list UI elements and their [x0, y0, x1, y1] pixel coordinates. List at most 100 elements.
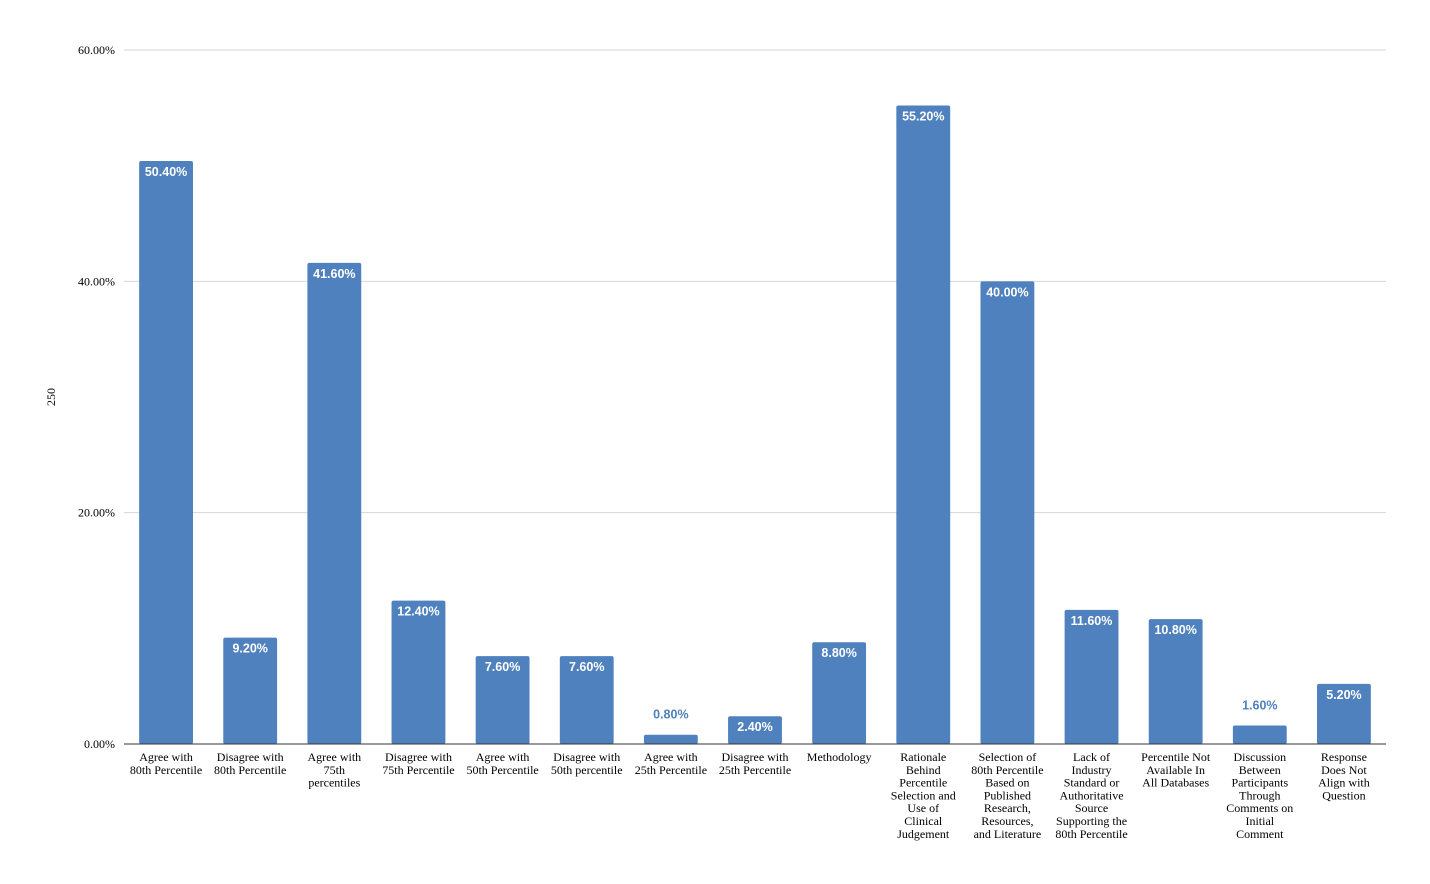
- x-category-label-line: Industry: [1072, 763, 1112, 777]
- x-category-label-line: Initial: [1245, 814, 1274, 828]
- x-category-label-line: Resources,: [981, 814, 1033, 828]
- x-category-label: Agree with 75th percentiles: [308, 750, 362, 790]
- data-label: 9.20%: [232, 642, 267, 656]
- data-label: 11.60%: [1071, 614, 1113, 628]
- x-category-label-line: Authoritative: [1060, 788, 1124, 802]
- x-category-label: Discussion Between Participants Through Comm…: [1226, 750, 1293, 841]
- bar: [1148, 619, 1203, 744]
- x-category-label-line: and Literature: [974, 827, 1042, 841]
- x-category-label-line: Disagree with: [217, 750, 284, 764]
- x-category-label-line: Based on: [985, 776, 1029, 790]
- x-category-label-line: Selection and: [891, 788, 956, 802]
- x-category-label: Selection of 80th Percentile Based on Publi…: [971, 750, 1043, 841]
- data-label: 10.80%: [1154, 623, 1196, 637]
- x-category-label-line: All Databases: [1142, 776, 1209, 790]
- data-label: 5.20%: [1326, 688, 1361, 702]
- bar: [728, 716, 782, 744]
- x-category-label-line: Through: [1239, 788, 1280, 802]
- data-label: 0.80%: [653, 708, 688, 722]
- x-category-label-line: Supporting the: [1056, 814, 1127, 828]
- data-label: 1.60%: [1242, 698, 1277, 712]
- x-category-label-line: percentiles: [308, 776, 360, 790]
- y-tick-label: 40.00%: [78, 274, 115, 288]
- x-category-label-line: Disagree with: [385, 750, 452, 764]
- x-category-label-line: Rationale: [900, 750, 946, 764]
- x-category-label: Agree with 80th Percentile: [130, 750, 202, 777]
- bar: [812, 642, 867, 744]
- x-category-label-line: Comment: [1236, 827, 1284, 841]
- x-category-label-line: Behind: [906, 763, 941, 777]
- x-category-label: Response Does Not Align with Question: [1318, 750, 1370, 802]
- x-category-label-line: Percentile: [899, 776, 947, 790]
- x-category-label: Agree with 50th Percentile: [466, 750, 538, 777]
- bar: [391, 600, 446, 744]
- x-category-label: Percentile Not Available In All Databases: [1141, 750, 1211, 790]
- x-category-label-line: Lack of: [1073, 750, 1110, 764]
- x-category-label-line: Discussion: [1233, 750, 1286, 764]
- x-category-label-line: 25th Percentile: [719, 763, 791, 777]
- data-label: 8.80%: [821, 646, 856, 660]
- bar: [559, 656, 614, 744]
- x-category-label-line: Published: [984, 788, 1031, 802]
- x-category-label-line: Use of: [907, 801, 939, 815]
- x-category-label-line: Agree with: [476, 750, 530, 764]
- x-category-label-line: 50th Percentile: [466, 763, 538, 777]
- x-category-label-line: Question: [1322, 788, 1365, 802]
- bar: [139, 161, 193, 745]
- x-category-label-line: Align with: [1318, 776, 1370, 790]
- x-category-label-line: Comments on: [1226, 801, 1293, 815]
- bar: [475, 656, 530, 744]
- x-category-label: Disagree with 50th percentile: [551, 750, 623, 777]
- x-category-label-line: 80th Percentile: [971, 763, 1043, 777]
- x-category-label-line: Available In: [1146, 763, 1205, 777]
- x-category-label-line: Source: [1075, 801, 1108, 815]
- x-category-label-line: Disagree with: [722, 750, 789, 764]
- y-tick-label: 0.00%: [84, 737, 115, 751]
- x-category-label-line: Agree with: [644, 750, 698, 764]
- bar: [1317, 683, 1371, 744]
- x-category-label-line: Response: [1321, 750, 1367, 764]
- bar: [1064, 609, 1119, 744]
- x-category-label: Disagree with 25th Percentile: [719, 750, 791, 777]
- bar: [307, 262, 362, 744]
- x-category-label-line: 80th Percentile: [1055, 827, 1127, 841]
- x-category-label: Agree with 25th Percentile: [635, 750, 707, 777]
- x-category-label-line: Judgement: [897, 827, 950, 841]
- x-category-label-line: Standard or: [1064, 776, 1120, 790]
- data-label: 41.60%: [313, 267, 355, 281]
- x-category-label: Rationale Behind Percentile Selection and Us…: [891, 750, 956, 841]
- x-category-label-line: Agree with: [139, 750, 193, 764]
- bars: [139, 105, 1371, 745]
- y-axis-title: 250: [44, 388, 58, 406]
- x-category-label-line: 80th Percentile: [214, 763, 286, 777]
- data-label: 2.40%: [737, 720, 772, 734]
- x-category-label-line: 75th Percentile: [382, 763, 454, 777]
- x-category-label-line: Percentile Not: [1141, 750, 1211, 764]
- bar: [643, 734, 698, 744]
- y-axis-ticks: 0.00% 20.00% 40.00% 60.00%: [78, 43, 115, 751]
- x-category-label-line: 75th: [324, 763, 345, 777]
- data-label: 7.60%: [569, 660, 604, 674]
- x-category-label: Disagree with 75th Percentile: [382, 750, 454, 777]
- x-category-label-line: Agree with: [308, 750, 362, 764]
- bar: [1232, 725, 1287, 744]
- x-category-label-line: 50th percentile: [551, 763, 623, 777]
- x-category-label-line: Research,: [984, 801, 1031, 815]
- bar: [896, 105, 951, 744]
- bar: [223, 637, 278, 744]
- x-category-label: Disagree with 80th Percentile: [214, 750, 286, 777]
- x-category-label-line: Does Not: [1321, 763, 1367, 777]
- x-category-label-line: Methodology: [807, 750, 872, 764]
- data-label: 7.60%: [485, 660, 520, 674]
- x-category-label: Lack of Industry Standard or Authoritative S…: [1055, 750, 1127, 841]
- data-label: 12.40%: [397, 605, 439, 619]
- x-category-label-line: Clinical: [904, 814, 943, 828]
- data-label: 50.40%: [145, 165, 187, 179]
- x-category-label-line: Participants: [1231, 776, 1288, 790]
- y-tick-label: 20.00%: [78, 506, 115, 520]
- x-category-label-line: 25th Percentile: [635, 763, 707, 777]
- y-tick-label: 60.00%: [78, 43, 115, 57]
- data-labels: 50.40% 9.20% 41.60% 12.40% 7.60% 7.60% 0.80% 2.…: [145, 110, 1362, 735]
